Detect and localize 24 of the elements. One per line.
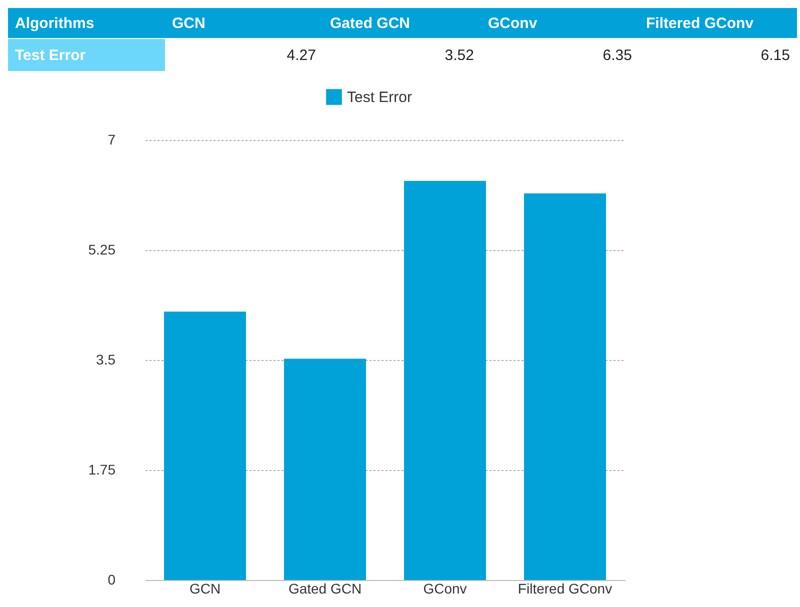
text: Filtered GConv [646,15,754,32]
text: Algorithms [15,15,94,32]
text: GCN [172,15,206,32]
bar [524,193,606,580]
text: 4.27 [286,47,316,64]
x-tick-label: Gated GCN [288,580,362,596]
bar [164,312,246,580]
x-tick-label: GConv [423,580,467,596]
legend-label: Test Error [347,89,412,106]
text: 3.52 [444,47,474,64]
x-tick-label: GCN [189,580,221,596]
bar [404,180,486,580]
text: Gated GCN [330,15,410,32]
y-tick-label: 5.25 [88,242,116,258]
y-tick-label: 1.75 [88,462,116,478]
text: 6.35 [602,47,632,64]
y-tick-label: 7 [108,132,116,148]
text: GConv [488,15,538,32]
y-tick-label: 0 [108,572,116,588]
bar [284,358,366,580]
y-tick-label: 3.5 [96,352,116,368]
text: Test Error [15,47,86,64]
x-tick-label: Filtered GConv [518,580,612,596]
text: 6.15 [760,47,790,64]
